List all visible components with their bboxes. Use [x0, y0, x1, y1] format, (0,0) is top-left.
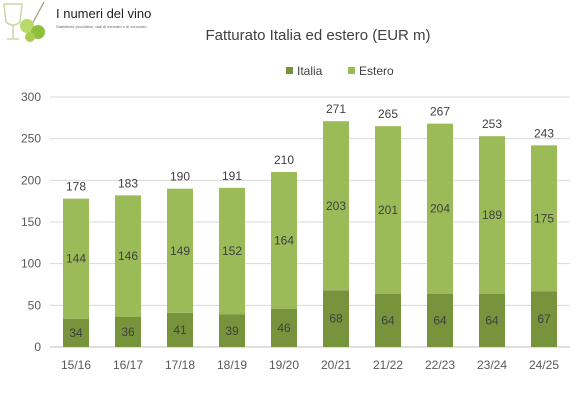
bar-italia: [271, 308, 297, 347]
chart-title: Fatturato Italia ed estero (EUR m): [205, 27, 430, 44]
data-label: 201: [378, 203, 398, 217]
bar-estero: [427, 123, 453, 294]
y-tick-label: 250: [21, 132, 41, 146]
bar-italia: [115, 317, 141, 347]
bar-italia: [219, 314, 245, 347]
total-label: 190: [170, 170, 190, 184]
y-tick-label: 300: [21, 90, 41, 104]
x-tick-label: 24/25: [529, 358, 559, 372]
x-axis: 15/16 16/17 17/18 18/19 19/20 20/21 21/22 22/23…: [61, 358, 559, 372]
bar-estero: [271, 172, 297, 309]
bar-italia: [531, 291, 557, 347]
total-label: 183: [118, 176, 138, 190]
data-label: 41: [173, 323, 187, 337]
bar-italia: [427, 293, 453, 347]
bar-estero: [375, 126, 401, 294]
legend-swatch-estero: [348, 67, 355, 74]
y-tick-label: 0: [34, 340, 41, 354]
bar-italia: [375, 293, 401, 347]
data-label: 67: [537, 312, 551, 326]
bar-estero: [115, 195, 141, 317]
legend: Italia Estero: [286, 64, 394, 78]
total-label: 265: [378, 107, 398, 121]
bars: 34 144 178 36 146 183 41 149 190 39 152 191 46 164 210…: [63, 102, 557, 347]
logo-subtitle: Statistiche produttive, dati di mercato …: [56, 24, 147, 29]
total-label: 253: [482, 117, 502, 131]
legend-swatch-italia: [286, 67, 293, 74]
data-label: 164: [274, 233, 294, 247]
x-tick-label: 23/24: [477, 358, 507, 372]
x-tick-label: 18/19: [217, 358, 247, 372]
bar-italia: [63, 318, 89, 347]
data-label: 203: [326, 199, 346, 213]
x-tick-label: 20/21: [321, 358, 351, 372]
x-tick-label: 22/23: [425, 358, 455, 372]
x-tick-label: 17/18: [165, 358, 195, 372]
data-label: 204: [430, 202, 450, 216]
data-label: 34: [69, 326, 83, 340]
data-label: 175: [534, 211, 554, 225]
x-tick-label: 21/22: [373, 358, 403, 372]
y-tick-label: 100: [21, 257, 41, 271]
total-label: 271: [326, 102, 346, 116]
x-tick-label: 16/17: [113, 358, 143, 372]
bar-italia: [479, 293, 505, 347]
legend-label: Italia: [297, 64, 323, 78]
legend-label: Estero: [359, 64, 394, 78]
data-label: 46: [277, 321, 291, 335]
data-label: 64: [381, 313, 395, 327]
data-label: 68: [329, 312, 343, 326]
total-label: 178: [66, 180, 86, 194]
x-tick-label: 19/20: [269, 358, 299, 372]
data-label: 144: [66, 252, 86, 266]
bar-estero: [167, 188, 193, 313]
logo: I numeri del vino Statistiche produttive…: [0, 0, 151, 44]
data-label: 152: [222, 244, 242, 258]
bar-estero: [323, 121, 349, 291]
data-label: 36: [121, 325, 135, 339]
y-axis: 0 50 100 150 200 250 300: [21, 90, 41, 354]
data-label: 64: [433, 313, 447, 327]
data-label: 149: [170, 244, 190, 258]
data-label: 189: [482, 208, 502, 222]
logo-title: I numeri del vino: [56, 6, 152, 21]
data-label: 64: [485, 313, 499, 327]
bar-italia: [167, 312, 193, 347]
wine-glass-grapes-icon: [3, 1, 45, 42]
bar-estero: [479, 136, 505, 294]
total-label: 210: [274, 153, 294, 167]
y-tick-label: 150: [21, 215, 41, 229]
data-label: 39: [225, 324, 239, 338]
bar-italia: [323, 290, 349, 347]
x-tick-label: 15/16: [61, 358, 91, 372]
bar-estero: [219, 187, 245, 315]
bar-estero: [63, 198, 89, 319]
total-label: 191: [222, 169, 242, 183]
data-label: 146: [118, 249, 138, 263]
y-tick-label: 200: [21, 173, 41, 187]
y-tick-label: 50: [28, 298, 42, 312]
bar-estero: [531, 145, 557, 292]
total-label: 267: [430, 105, 450, 119]
total-label: 243: [534, 126, 554, 140]
